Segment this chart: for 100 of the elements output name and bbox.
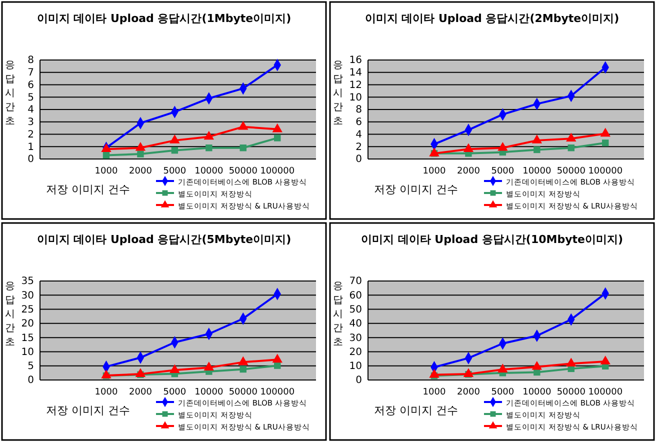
y-tick-label: 0 (28, 375, 34, 386)
point (566, 132, 576, 142)
point (102, 152, 110, 159)
y-tick-label: 15 (21, 332, 34, 344)
point (566, 358, 576, 367)
y-tick-label: 20 (349, 346, 362, 358)
y-tick-label: 10 (349, 361, 362, 372)
x-tick-label: 100000 (260, 387, 295, 398)
chart-title: 이미지 데이타 Upload 응답시간(1Mbyte이미지) (36, 12, 292, 25)
point (204, 130, 214, 140)
y-axis-title: 응답시간 초 (333, 60, 343, 127)
x-tick-label: 10000 (194, 387, 224, 398)
point (463, 368, 474, 378)
point (429, 368, 440, 378)
y-tick-label: 10 (21, 346, 34, 358)
x-tick-label: 50000 (556, 387, 586, 398)
x-tick-label: 1000 (94, 166, 118, 176)
y-tick-label: 35 (21, 276, 34, 288)
y-tick-label: 4 (28, 104, 34, 116)
y-tick-label: 10 (349, 92, 362, 104)
x-tick-label: 2000 (457, 387, 480, 398)
point (498, 364, 508, 372)
point (135, 142, 146, 151)
y-tick-label: 25 (21, 304, 34, 316)
y-tick-label: 7 (28, 68, 34, 79)
x-tick-label: 1000 (94, 387, 118, 398)
chart-title: 이미지 데이타 Upload 응답시간(2Mbyte이미지) (364, 12, 620, 25)
y-tick-label: 20 (21, 318, 34, 330)
point (532, 134, 542, 144)
x-tick-label: 2000 (129, 166, 152, 176)
x-tick-label: 5000 (163, 166, 186, 176)
x-axis-title: 저장 이미지 건수 (46, 404, 130, 417)
x-tick-label: 2000 (457, 166, 480, 176)
x-tick-label: 10000 (522, 166, 552, 176)
y-tick-label: 6 (356, 117, 362, 128)
point (532, 360, 542, 370)
point (568, 144, 574, 152)
point (206, 144, 212, 152)
y-tick-label: 16 (349, 55, 362, 66)
chart-title: 이미지 데이타 Upload 응답시간(10Mbyte이미지) (361, 233, 623, 246)
y-tick-label: 14 (349, 68, 362, 79)
point (170, 364, 180, 374)
point (170, 134, 180, 144)
y-tick-label: 70 (349, 276, 362, 288)
point (534, 146, 540, 154)
x-tick-label: 100000 (588, 166, 623, 176)
y-tick-label: 3 (28, 117, 34, 128)
x-axis-title: 저장 이미지 건수 (374, 183, 458, 196)
x-tick-label: 50000 (228, 387, 258, 398)
chart-title: 이미지 데이타 Upload 응답시간(5Mbyte이미지) (36, 233, 292, 246)
point (204, 362, 214, 370)
y-tick-label: 0 (28, 154, 34, 166)
point (600, 128, 610, 137)
x-tick-label: 2000 (129, 387, 152, 398)
y-tick-label: 0 (356, 375, 362, 386)
x-tick-label: 1000 (422, 387, 446, 398)
point (274, 362, 281, 369)
y-tick-label: 0 (356, 154, 362, 166)
y-axis-title: 응답시간 초 (5, 281, 15, 348)
point (600, 356, 610, 364)
x-tick-label: 10000 (522, 387, 552, 398)
y-axis-title: 응답시간 초 (5, 60, 15, 127)
point (240, 144, 246, 152)
point (135, 368, 146, 378)
x-tick-label: 10000 (194, 166, 224, 176)
x-tick-label: 50000 (556, 166, 586, 176)
y-tick-label: 12 (349, 80, 362, 91)
x-axis-title: 저장 이미지 건수 (374, 404, 458, 417)
point (602, 140, 609, 146)
y-tick-label: 40 (349, 318, 362, 330)
point (171, 146, 178, 154)
x-tick-label: 5000 (491, 387, 514, 398)
y-tick-label: 2 (28, 129, 34, 140)
point (272, 123, 282, 132)
y-tick-label: 2 (356, 142, 362, 153)
x-tick-label: 100000 (260, 166, 295, 176)
x-tick-label: 5000 (491, 166, 514, 176)
x-tick-label: 100000 (588, 387, 623, 398)
x-tick-label: 1000 (422, 166, 446, 176)
point (238, 120, 248, 130)
y-tick-label: 4 (356, 129, 362, 140)
y-tick-label: 5 (28, 92, 34, 104)
point (272, 354, 282, 363)
y-tick-label: 60 (349, 290, 362, 302)
point (101, 370, 112, 378)
point (238, 356, 248, 366)
y-tick-label: 30 (349, 332, 362, 344)
point (240, 366, 246, 373)
point (274, 134, 281, 142)
y-tick-label: 8 (28, 55, 34, 66)
y-tick-label: 30 (21, 290, 34, 302)
point (137, 150, 144, 158)
y-tick-label: 1 (28, 142, 34, 153)
x-tick-label: 5000 (163, 387, 186, 398)
y-tick-label: 6 (28, 80, 34, 91)
y-tick-label: 5 (28, 361, 34, 372)
x-tick-label: 50000 (228, 166, 258, 176)
point (498, 142, 508, 151)
y-tick-label: 50 (349, 304, 362, 316)
y-axis-title: 응답시간 초 (333, 281, 343, 348)
